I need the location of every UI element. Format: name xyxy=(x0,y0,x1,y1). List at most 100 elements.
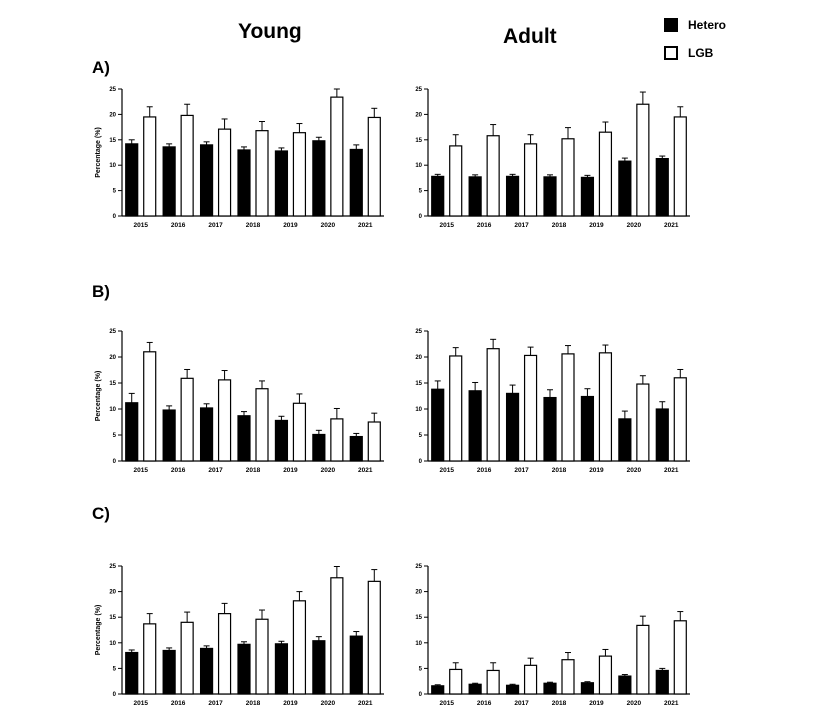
x-tick-label: 2016 xyxy=(171,222,186,229)
bar-lgb-2018 xyxy=(255,618,269,695)
y-tick-label: 10 xyxy=(415,641,422,647)
y-tick-label: 5 xyxy=(419,666,423,672)
bar-hetero-2021 xyxy=(655,157,669,217)
y-axis-label: Percentage (%) xyxy=(95,371,102,422)
row-label-a: A) xyxy=(92,58,110,77)
bar-hetero-2016 xyxy=(468,390,482,462)
bar-hetero-2021 xyxy=(349,635,363,695)
x-tick-label: 2018 xyxy=(246,700,261,707)
legend-swatch-lgb xyxy=(664,46,678,60)
x-tick-label: 2021 xyxy=(358,222,373,229)
y-tick-label: 0 xyxy=(113,692,117,698)
bar-hetero-2016 xyxy=(468,176,482,217)
row-label-b: B) xyxy=(92,282,110,301)
bar-lgb-2019 xyxy=(598,655,613,695)
bar-hetero-2018 xyxy=(543,396,557,462)
y-tick-label: 15 xyxy=(415,615,422,621)
bar-hetero-2016 xyxy=(162,409,176,462)
bar-hetero-2019 xyxy=(274,419,289,462)
chart-panel-3: 0 5 10 15 20 25 2015 2016 2017 2018 2019 2020 2021 xyxy=(415,329,690,474)
bar-hetero-2020 xyxy=(312,640,326,695)
legend-swatch-hetero xyxy=(664,18,678,32)
column-title-adult: Adult xyxy=(503,25,557,48)
y-tick-label: 0 xyxy=(419,459,423,465)
bar-lgb-2020 xyxy=(330,96,344,217)
bar-hetero-2021 xyxy=(349,148,363,217)
y-tick-label: 20 xyxy=(109,112,116,118)
bar-lgb-2020 xyxy=(330,418,344,462)
x-tick-label: 2016 xyxy=(477,700,492,707)
bar-lgb-2018 xyxy=(255,130,269,217)
bar-hetero-2017 xyxy=(199,144,214,217)
y-tick-label: 5 xyxy=(113,666,117,672)
bar-hetero-2016 xyxy=(162,649,176,695)
bar-lgb-2020 xyxy=(636,103,650,217)
bar-hetero-2020 xyxy=(618,675,632,695)
bar-hetero-2020 xyxy=(618,418,632,462)
bar-hetero-2017 xyxy=(199,647,214,695)
x-tick-label: 2018 xyxy=(552,222,567,229)
x-tick-label: 2020 xyxy=(627,700,642,707)
column-title-young: Young xyxy=(238,20,302,43)
x-tick-label: 2020 xyxy=(627,222,642,229)
y-tick-label: 10 xyxy=(415,407,422,413)
bar-lgb-2020 xyxy=(636,624,650,695)
chart-panel-0: 0 5 10 15 20 25 Percentage (%) 2015 2016 2017 2018… xyxy=(95,87,384,229)
bar-hetero-2015 xyxy=(125,143,139,217)
x-tick-label: 2016 xyxy=(477,467,492,474)
y-tick-label: 10 xyxy=(415,163,422,169)
x-tick-label: 2019 xyxy=(589,467,604,474)
bar-lgb-2021 xyxy=(673,116,687,217)
bar-hetero-2017 xyxy=(505,175,520,217)
y-tick-label: 15 xyxy=(415,138,422,144)
x-tick-label: 2018 xyxy=(552,700,567,707)
y-tick-label: 15 xyxy=(109,615,116,621)
chart-panel-5: 0 5 10 15 20 25 2015 2016 2017 2018 2019 2020 2021 xyxy=(415,564,690,707)
y-tick-label: 20 xyxy=(415,112,422,118)
x-tick-label: 2015 xyxy=(133,222,148,229)
y-tick-label: 10 xyxy=(109,641,116,647)
y-tick-label: 5 xyxy=(113,189,117,195)
x-tick-label: 2017 xyxy=(514,467,529,474)
y-tick-label: 0 xyxy=(419,692,423,698)
bar-lgb-2019 xyxy=(292,600,307,695)
bar-lgb-2016 xyxy=(486,669,500,695)
bar-lgb-2016 xyxy=(180,621,194,695)
x-tick-label: 2016 xyxy=(171,700,186,707)
x-tick-label: 2021 xyxy=(358,700,373,707)
bar-lgb-2019 xyxy=(292,402,307,462)
y-axis-label: Percentage (%) xyxy=(95,127,102,178)
chart-panel-4: 0 5 10 15 20 25 Percentage (%) 2015 2016 2017 2018… xyxy=(95,564,384,707)
legend-item-hetero: Hetero xyxy=(664,14,726,36)
x-tick-label: 2019 xyxy=(589,700,604,707)
bar-lgb-2018 xyxy=(561,659,575,695)
y-tick-label: 25 xyxy=(415,87,422,93)
chart-panel-2: 0 5 10 15 20 25 Percentage (%) 2015 2016 2017 2018… xyxy=(95,329,384,474)
bar-lgb-2016 xyxy=(486,135,500,217)
bar-hetero-2020 xyxy=(312,433,326,462)
x-tick-label: 2021 xyxy=(664,222,679,229)
bar-hetero-2019 xyxy=(274,643,289,695)
y-tick-label: 25 xyxy=(415,329,422,335)
y-tick-label: 20 xyxy=(415,355,422,361)
bar-hetero-2021 xyxy=(349,435,363,462)
bar-lgb-2020 xyxy=(330,577,344,695)
bar-lgb-2015 xyxy=(143,351,157,462)
y-tick-label: 0 xyxy=(113,459,117,465)
bar-hetero-2015 xyxy=(431,685,445,695)
x-tick-label: 2020 xyxy=(321,467,336,474)
y-tick-label: 10 xyxy=(109,407,116,413)
y-tick-label: 25 xyxy=(109,87,116,93)
x-tick-label: 2021 xyxy=(664,467,679,474)
bar-hetero-2020 xyxy=(312,140,326,217)
bar-lgb-2015 xyxy=(143,116,157,217)
bar-hetero-2015 xyxy=(125,651,139,695)
bar-lgb-2021 xyxy=(367,421,381,462)
legend-item-lgb: LGB xyxy=(664,42,726,64)
bar-hetero-2015 xyxy=(431,388,445,462)
bar-hetero-2018 xyxy=(543,682,557,695)
y-tick-label: 20 xyxy=(109,590,116,596)
x-tick-label: 2015 xyxy=(439,467,454,474)
